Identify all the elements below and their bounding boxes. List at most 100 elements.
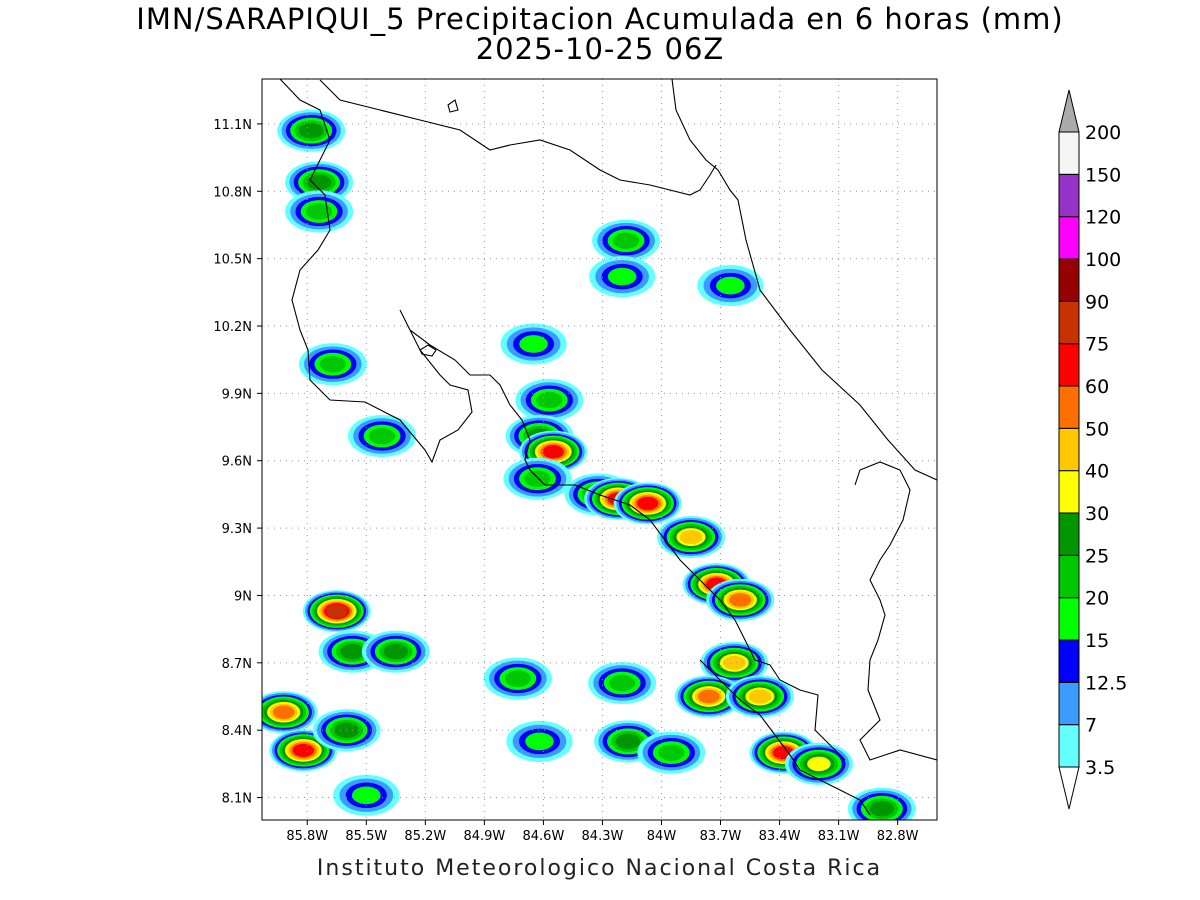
chira-island	[419, 344, 437, 357]
y-tick-label: 9.3N	[222, 522, 252, 537]
colorbar-label: 200	[1085, 122, 1121, 144]
colorbar-label: 25	[1085, 545, 1109, 567]
y-tick-label: 10.2N	[213, 320, 252, 335]
colorbar-label: 90	[1085, 291, 1109, 313]
x-tick-label: 83.1W	[818, 829, 860, 844]
precip-contour	[368, 427, 396, 445]
precip-cell	[302, 590, 371, 633]
precip-contour	[615, 733, 641, 750]
precip-cell	[503, 457, 572, 500]
precip-contour	[723, 655, 746, 670]
y-tick-label: 8.1N	[222, 792, 252, 807]
precipitation-layer	[262, 109, 916, 820]
nicaragua-border	[319, 79, 717, 196]
precip-contour	[869, 801, 895, 817]
x-tick-label: 84.9W	[463, 829, 505, 844]
colorbar-label: 7	[1085, 715, 1097, 737]
precip-contour	[326, 604, 348, 618]
precip-contour	[612, 232, 640, 249]
colorbar-label: 20	[1085, 588, 1109, 610]
precip-cell	[515, 379, 584, 422]
precip-cell	[588, 256, 656, 298]
colorbar-label: 120	[1085, 207, 1121, 229]
precip-contour	[637, 496, 659, 510]
colorbar-swatch	[1058, 343, 1080, 387]
precip-contour	[748, 689, 772, 704]
precip-cell	[333, 774, 400, 816]
precip-contour	[272, 705, 295, 719]
x-tick-label: 84.6W	[523, 829, 565, 844]
x-tick-label: 84.3W	[582, 829, 624, 844]
title-line-1: IMN/SARAPIQUI_5 Precipitacion Acumulada …	[136, 2, 1064, 36]
title-line-2: 2025-10-25 06Z	[475, 32, 725, 66]
colorbar-swatch	[1058, 681, 1080, 726]
precip-contour	[536, 391, 563, 409]
precip-contour	[679, 530, 703, 545]
precip-cell	[706, 578, 775, 622]
precip-contour	[542, 445, 564, 459]
colorbar-swatch	[1058, 724, 1080, 768]
precip-cell	[500, 323, 567, 365]
colorbar-swatch	[1058, 554, 1080, 599]
x-tick-label: 85.2W	[404, 829, 446, 844]
x-tick-label: 85.5W	[345, 829, 387, 844]
precip-cell	[506, 720, 573, 762]
colorbar-label: 30	[1085, 503, 1109, 525]
precip-cell	[847, 787, 916, 820]
map-frame	[261, 78, 938, 821]
colorbar-label: 12.5	[1085, 672, 1127, 694]
precip-cell	[637, 731, 706, 774]
precip-contour	[716, 276, 745, 295]
footer-credit: Instituto Meteorologico Nacional Costa R…	[316, 856, 883, 881]
y-tick-label: 8.4N	[222, 724, 252, 739]
x-tick-label: 82.8W	[877, 829, 919, 844]
y-tick-label: 8.7N	[222, 657, 252, 672]
precip-cell	[262, 691, 318, 734]
y-tick-label: 11.1N	[213, 118, 252, 133]
lake-nicaragua-shore	[447, 99, 459, 113]
precip-contour	[298, 122, 324, 139]
precip-contour	[697, 689, 720, 704]
colorbar-under-arrow	[1058, 766, 1080, 810]
precip-cell	[784, 742, 853, 785]
precip-cell	[657, 515, 726, 559]
precip-cell	[285, 190, 354, 233]
coastline-layer	[279, 79, 937, 816]
precip-contour	[525, 732, 554, 751]
colorbar: 3.5 7 12.5 15 20 25 30 40 50 60 75 90 100 120 150 200	[1058, 89, 1127, 810]
precip-contour	[807, 756, 831, 772]
precip-cell	[697, 265, 764, 307]
x-tick-label: 83.7W	[700, 829, 742, 844]
y-tick-label: 9.9N	[222, 387, 252, 402]
caribbean-coastline	[671, 79, 937, 481]
precip-contour	[729, 593, 752, 607]
precip-cell	[277, 109, 346, 152]
colorbar-label: 150	[1085, 164, 1121, 186]
colorbar-over-arrow	[1058, 89, 1080, 133]
precip-contour	[519, 335, 548, 353]
precip-cell	[613, 482, 682, 525]
colorbar-swatch	[1058, 597, 1080, 641]
precip-contour	[306, 174, 332, 190]
pacific-coast-north	[279, 79, 846, 761]
precip-contour	[340, 643, 365, 660]
colorbar-label: 15	[1085, 630, 1109, 652]
colorbar-swatch	[1058, 427, 1080, 472]
precip-contour	[658, 744, 685, 761]
colorbar-swatch	[1058, 258, 1080, 302]
precip-cell	[483, 657, 552, 700]
precip-contour	[524, 470, 551, 487]
colorbar-swatch	[1058, 300, 1080, 345]
colorbar-label: 3.5	[1085, 757, 1115, 779]
y-tick-label: 10.5N	[213, 253, 252, 268]
precip-contour	[352, 786, 381, 805]
precip-contour	[305, 203, 333, 220]
precip-contour	[608, 674, 636, 692]
precip-contour	[504, 670, 532, 687]
precip-cell	[361, 630, 430, 673]
precip-cell	[298, 343, 367, 386]
colorbar-swatch	[1058, 470, 1080, 514]
colorbar-label: 40	[1085, 461, 1109, 483]
colorbar-swatch	[1058, 385, 1080, 429]
